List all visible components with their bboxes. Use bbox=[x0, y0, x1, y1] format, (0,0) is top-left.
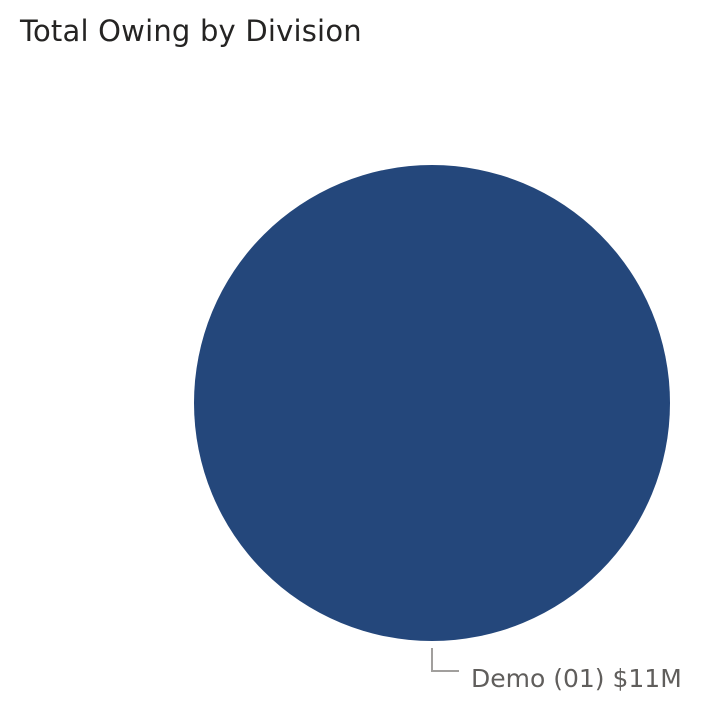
pie-data-labels: Demo (01) $11M bbox=[431, 648, 682, 693]
pie-slice[interactable] bbox=[194, 165, 670, 641]
pie-slices bbox=[194, 165, 670, 641]
chart-title: Total Owing by Division bbox=[20, 14, 362, 48]
data-label: Demo (01) $11M bbox=[471, 664, 682, 693]
leader-line bbox=[431, 648, 459, 672]
